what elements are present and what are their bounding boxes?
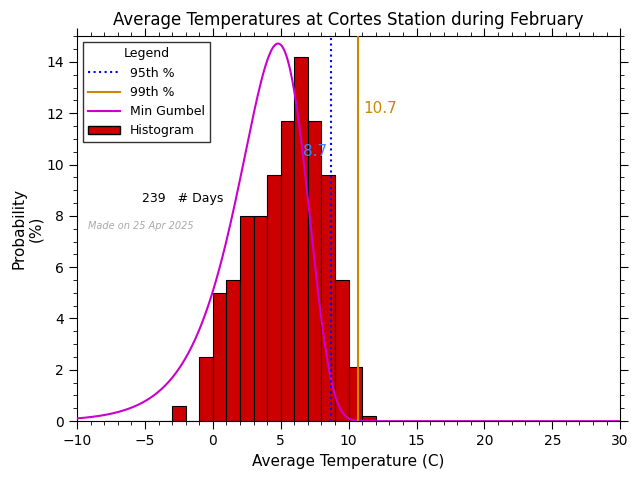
X-axis label: Average Temperature (C): Average Temperature (C)	[252, 454, 445, 469]
Title: Average Temperatures at Cortes Station during February: Average Temperatures at Cortes Station d…	[113, 11, 584, 29]
Bar	[172, 406, 186, 421]
Legend: 95th %, 99th %, Min Gumbel, Histogram: 95th %, 99th %, Min Gumbel, Histogram	[83, 42, 210, 143]
Bar	[253, 216, 267, 421]
Bar	[267, 175, 281, 421]
Bar	[199, 357, 213, 421]
Bar	[362, 416, 376, 421]
Bar	[349, 367, 362, 421]
Bar	[321, 175, 335, 421]
Bar	[294, 57, 308, 421]
Text: 239   # Days: 239 # Days	[142, 192, 223, 205]
Y-axis label: Probability
(%): Probability (%)	[11, 188, 44, 269]
Bar	[308, 121, 321, 421]
Bar	[227, 280, 240, 421]
Text: 10.7: 10.7	[364, 101, 397, 116]
Bar	[281, 121, 294, 421]
Text: Made on 25 Apr 2025: Made on 25 Apr 2025	[88, 221, 193, 231]
Bar	[335, 280, 349, 421]
Bar	[213, 293, 227, 421]
Bar	[240, 216, 253, 421]
Text: 8.7: 8.7	[303, 144, 327, 159]
